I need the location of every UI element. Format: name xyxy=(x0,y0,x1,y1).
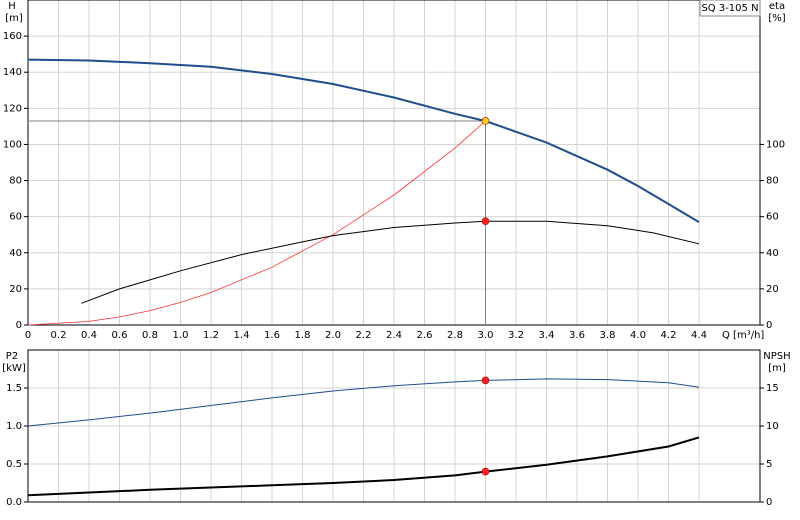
duty-point xyxy=(481,217,490,225)
y2-tick-label: 5 xyxy=(766,459,772,470)
x-tick-label: 1.2 xyxy=(203,330,219,341)
y2-axis-label: NPSH xyxy=(763,351,790,362)
y-tick-label: 60 xyxy=(9,212,22,223)
y2-axis-unit: [m] xyxy=(768,363,786,374)
x-tick-label: 0.8 xyxy=(142,330,158,341)
y-tick-label: 1.0 xyxy=(6,421,22,432)
x-tick-label: 2.6 xyxy=(417,330,433,341)
x-tick-label: 1.4 xyxy=(234,330,250,341)
y2-tick-label: 20 xyxy=(766,284,779,295)
y-tick-label: 100 xyxy=(3,139,22,150)
x-tick-label: 3.2 xyxy=(508,330,524,341)
curve xyxy=(27,378,700,427)
duty-point xyxy=(481,117,490,125)
x-tick-label: 0 xyxy=(25,330,31,341)
x-tick-label: 3.6 xyxy=(569,330,585,341)
y-axis-label: P2 xyxy=(6,351,18,362)
curve xyxy=(27,436,700,497)
y-tick-label: 0.5 xyxy=(6,459,22,470)
x-tick-label: 0.4 xyxy=(81,330,97,341)
y-tick-label: 160 xyxy=(3,31,22,42)
y2-tick-label: 80 xyxy=(766,176,779,187)
y-tick-label: 140 xyxy=(3,67,22,78)
x-tick-label: 3.0 xyxy=(478,330,494,341)
curve xyxy=(81,220,700,304)
chart-title: SQ 3-105 N xyxy=(701,3,758,14)
y-axis-unit: [kW] xyxy=(2,363,26,374)
y-tick-label: 40 xyxy=(9,248,22,259)
x-tick-label: 2.0 xyxy=(325,330,341,341)
x-axis-label: Q [m³/h] xyxy=(722,330,764,341)
curve xyxy=(27,58,700,223)
y-tick-label: 120 xyxy=(3,103,22,114)
x-tick-label: 1.0 xyxy=(173,330,189,341)
y-axis-label: H xyxy=(8,1,16,12)
x-tick-label: 3.8 xyxy=(600,330,616,341)
y-tick-label: 0 xyxy=(16,320,22,331)
y-axis-unit: [m] xyxy=(5,13,23,24)
curve xyxy=(27,120,486,326)
y2-tick-label: 0 xyxy=(766,320,772,331)
y-tick-label: 20 xyxy=(9,284,22,295)
x-tick-label: 0.2 xyxy=(51,330,67,341)
x-tick-label: 4.4 xyxy=(691,330,707,341)
y2-tick-label: 100 xyxy=(766,139,785,150)
y-tick-label: 1.5 xyxy=(6,383,22,394)
title-box xyxy=(699,0,761,17)
y2-axis-unit: [%] xyxy=(768,13,785,24)
x-tick-label: 2.2 xyxy=(356,330,372,341)
x-tick-label: 4.0 xyxy=(630,330,646,341)
y2-tick-label: 0 xyxy=(766,497,772,508)
y2-tick-label: 15 xyxy=(766,383,779,394)
x-tick-label: 4.2 xyxy=(661,330,677,341)
y2-axis-label: eta xyxy=(769,1,785,12)
x-tick-label: 3.4 xyxy=(539,330,555,341)
y-tick-label: 0.0 xyxy=(6,497,22,508)
x-tick-label: 1.8 xyxy=(295,330,311,341)
x-tick-label: 2.4 xyxy=(386,330,402,341)
x-tick-label: 2.8 xyxy=(447,330,463,341)
plot-frame xyxy=(27,0,761,326)
duty-point xyxy=(481,467,490,476)
x-tick-label: 0.6 xyxy=(112,330,128,341)
x-tick-label: 1.6 xyxy=(264,330,280,341)
y2-tick-label: 10 xyxy=(766,421,779,432)
y2-tick-label: 40 xyxy=(766,248,779,259)
duty-point xyxy=(481,376,490,385)
y-tick-label: 80 xyxy=(9,176,22,187)
y2-tick-label: 60 xyxy=(766,212,779,223)
